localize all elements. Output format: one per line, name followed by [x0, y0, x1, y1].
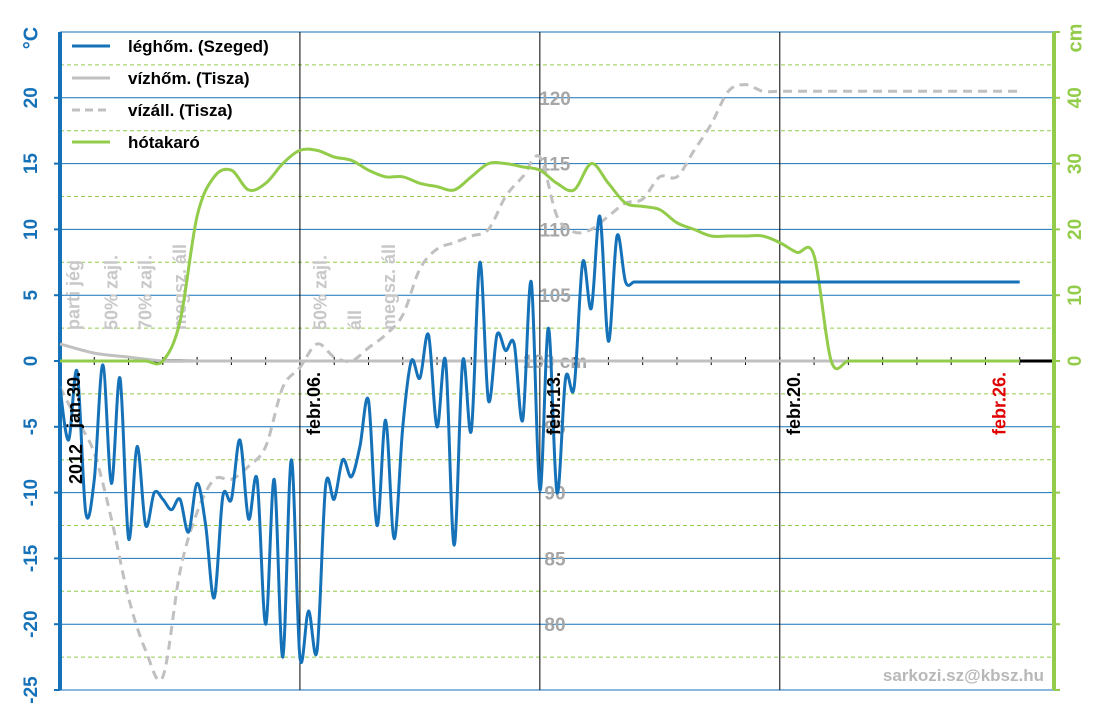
legend-label: léghőm. (Szeged) [128, 37, 269, 56]
middle-tick-label: 85 [544, 549, 566, 570]
right-tick-label: 40 [1065, 87, 1086, 108]
series-line-4 [60, 147, 1020, 371]
right-tick-label: 10 [1065, 285, 1086, 306]
series-line-3 [58, 83, 1020, 682]
middle-tick-label: 90 [544, 484, 565, 505]
right-tick-label: 30 [1065, 153, 1086, 174]
x-date-label: febr.13. [544, 372, 564, 435]
event-annotation: megsz. áll [170, 244, 190, 330]
series-line-1 [58, 214, 1020, 664]
middle-tick-label: 110 [540, 220, 571, 241]
middle-tick-label: 105 [539, 286, 571, 307]
left-tick-label: 20 [21, 87, 42, 108]
left-tick-label: -5 [21, 418, 42, 435]
left-tick-label: -20 [21, 610, 42, 637]
right-tick-label: 20 [1065, 219, 1086, 240]
x-date-label: febr.26. [989, 372, 1009, 435]
event-annotation: áll [345, 310, 365, 330]
legend-label: hótakaró [128, 133, 200, 152]
x-date-label: febr.06. [304, 372, 324, 435]
left-tick-label: -10 [21, 479, 42, 506]
middle-tick-label: 120 [539, 89, 571, 110]
legend-label: vízáll. (Tisza) [128, 101, 233, 120]
event-annotation: megsz. áll [379, 244, 399, 330]
credit-text: sarkozi.sz@kbsz.hu [883, 666, 1044, 685]
event-annotation: 50% zajl. [310, 255, 330, 330]
middle-tick-label: 115 [540, 155, 571, 176]
left-tick-label: 0 [21, 356, 42, 367]
left-tick-label: 15 [21, 153, 42, 175]
event-annotation: parti jég [64, 260, 84, 330]
grid [60, 31, 1054, 691]
event-annotation: 50% zajl. [101, 255, 121, 330]
x-year-label: 2012 [66, 444, 86, 484]
legend-label: vízhőm. (Tisza) [128, 69, 250, 88]
left-axis-unit: °C [20, 27, 42, 49]
right-axis-unit: cm [1064, 24, 1086, 53]
x-date-label: jan.30. [64, 372, 84, 429]
left-tick-label: 5 [21, 289, 42, 300]
left-tick-label: 10 [21, 219, 42, 240]
left-tick-label: -15 [21, 544, 42, 572]
left-tick-label: -25 [21, 676, 42, 704]
event-annotation: 70% zajl. [136, 255, 156, 330]
legend: léghőm. (Szeged) vízhőm. (Tisza) vízáll. (… [72, 37, 269, 152]
x-date-label: febr.20. [784, 372, 804, 435]
right-tick-label: 0 [1065, 356, 1086, 367]
middle-tick-label: 80 [544, 615, 565, 636]
